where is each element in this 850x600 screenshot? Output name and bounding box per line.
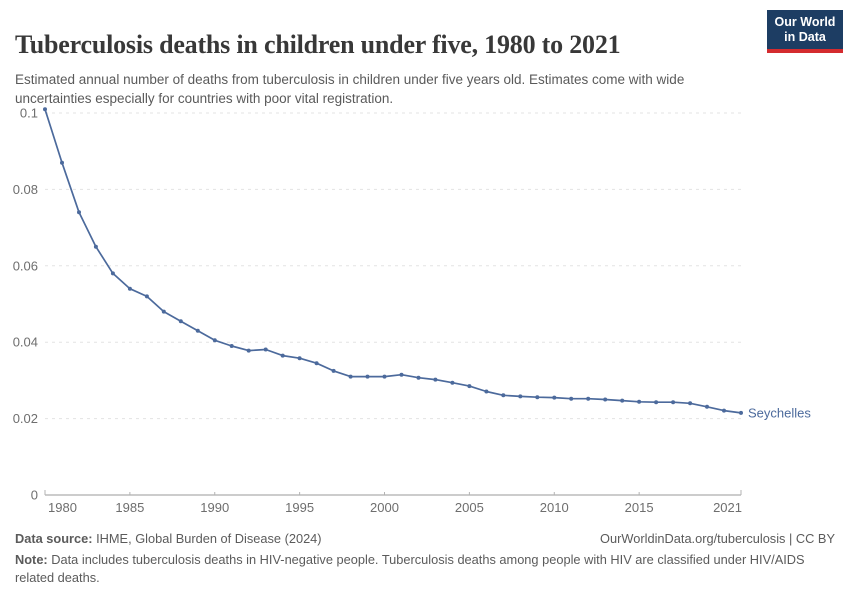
data-point[interactable] (331, 368, 336, 373)
y-tick-label: 0 (31, 488, 38, 503)
data-point[interactable] (43, 107, 47, 112)
data-point[interactable] (416, 375, 421, 380)
data-point[interactable] (263, 347, 268, 352)
footer-source-row: Data source: IHME, Global Burden of Dise… (15, 531, 835, 546)
data-point[interactable] (671, 400, 676, 405)
data-point[interactable] (382, 374, 387, 379)
data-point[interactable] (688, 401, 693, 406)
data-point[interactable] (586, 396, 591, 401)
data-point[interactable] (246, 348, 251, 353)
x-tick-label: 1980 (48, 500, 77, 515)
note-value: Data includes tuberculosis deaths in HIV… (15, 552, 805, 585)
data-point[interactable] (518, 394, 523, 399)
data-point[interactable] (77, 210, 81, 215)
data-point[interactable] (280, 353, 285, 358)
series-line[interactable] (44, 108, 742, 414)
owid-logo-line1: Our World (774, 15, 836, 29)
note-label: Note: (15, 552, 48, 567)
footer-note: Note: Data includes tuberculosis deaths … (15, 551, 825, 587)
data-point[interactable] (705, 404, 709, 409)
data-point[interactable] (60, 160, 64, 165)
owid-logo[interactable]: Our World in Data (767, 10, 843, 53)
x-tick-label: 1995 (285, 500, 314, 515)
series-label[interactable]: Seychelles (748, 405, 811, 420)
data-point[interactable] (399, 372, 404, 377)
data-point[interactable] (501, 393, 506, 398)
data-point[interactable] (433, 377, 438, 382)
x-tick-label: 1990 (200, 500, 229, 515)
x-tick-label: 2005 (455, 500, 484, 515)
y-tick-label: 0.02 (13, 411, 38, 426)
data-point[interactable] (212, 338, 217, 343)
data-point[interactable] (93, 244, 98, 249)
data-source: Data source: IHME, Global Burden of Dise… (15, 531, 322, 546)
data-point[interactable] (484, 389, 489, 394)
data-point[interactable] (467, 384, 472, 389)
data-point[interactable] (348, 374, 353, 379)
data-point[interactable] (178, 319, 183, 324)
data-point[interactable] (637, 399, 642, 404)
data-point[interactable] (569, 396, 574, 401)
x-tick-label: 1985 (115, 500, 144, 515)
page-title: Tuberculosis deaths in children under fi… (15, 30, 621, 60)
x-tick-label: 2000 (370, 500, 399, 515)
y-tick-label: 0.04 (13, 335, 38, 350)
x-tick-label: 2015 (625, 500, 654, 515)
data-source-label: Data source: (15, 531, 93, 546)
data-point[interactable] (552, 395, 557, 400)
data-source-value: IHME, Global Burden of Disease (2024) (92, 531, 322, 546)
x-tick-label: 2021 (713, 500, 742, 515)
license-link[interactable]: OurWorldinData.org/tuberculosis | CC BY (600, 531, 835, 546)
data-point[interactable] (297, 356, 302, 361)
data-point[interactable] (110, 271, 115, 276)
x-tick-label: 2010 (540, 500, 569, 515)
data-point[interactable] (365, 374, 370, 379)
y-tick-label: 0.1 (20, 106, 38, 121)
data-point[interactable] (450, 380, 455, 385)
owid-logo-line2: in Data (784, 30, 826, 44)
data-point[interactable] (195, 328, 200, 333)
data-point[interactable] (144, 294, 149, 299)
chart-subtitle: Estimated annual number of deaths from t… (15, 71, 685, 106)
data-point[interactable] (161, 309, 166, 314)
data-point[interactable] (229, 344, 234, 348)
data-point[interactable] (654, 400, 659, 405)
data-point[interactable] (314, 361, 319, 366)
y-tick-label: 0.08 (13, 182, 38, 197)
data-point[interactable] (127, 286, 132, 291)
data-point[interactable] (603, 397, 608, 402)
y-tick-label: 0.06 (13, 258, 38, 273)
data-point[interactable] (739, 410, 743, 415)
data-point[interactable] (535, 395, 540, 400)
data-point[interactable] (722, 408, 726, 413)
data-point[interactable] (620, 398, 625, 403)
